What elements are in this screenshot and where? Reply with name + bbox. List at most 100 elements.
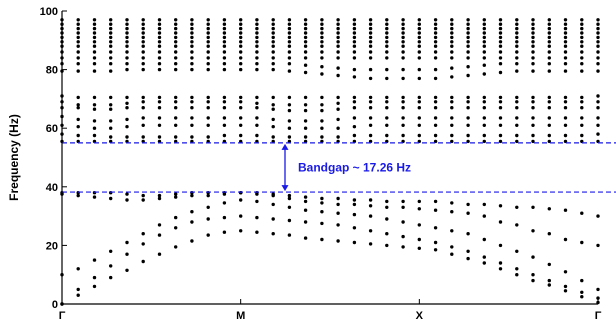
data-point — [287, 69, 292, 73]
data-point — [515, 116, 519, 120]
data-point — [303, 208, 308, 212]
data-point — [466, 116, 470, 120]
data-point — [385, 100, 389, 104]
data-point — [255, 67, 259, 72]
data-point — [352, 202, 357, 207]
data-point — [109, 275, 113, 280]
data-point — [563, 100, 568, 104]
data-point — [547, 62, 551, 66]
data-point — [92, 195, 97, 199]
data-point — [450, 22, 454, 26]
data-point — [320, 44, 324, 48]
data-point — [303, 70, 308, 75]
data-point — [303, 56, 308, 60]
data-point — [303, 236, 308, 240]
data-point — [401, 56, 405, 60]
data-point — [76, 62, 80, 66]
data-point — [368, 76, 373, 81]
y-tick-label: 80 — [46, 65, 58, 77]
data-point — [222, 100, 227, 104]
data-point — [271, 44, 275, 48]
data-point — [466, 22, 470, 26]
data-point — [336, 73, 340, 78]
data-point — [563, 106, 568, 110]
data-point — [174, 100, 178, 104]
data-point — [433, 123, 438, 128]
data-point — [596, 69, 600, 73]
data-point — [287, 40, 292, 44]
data-point — [498, 139, 503, 144]
data-point — [206, 135, 210, 139]
data-point — [498, 18, 503, 22]
data-point — [547, 26, 551, 31]
data-point — [239, 50, 243, 54]
data-point — [417, 31, 421, 35]
data-point — [563, 35, 568, 40]
data-point — [239, 18, 243, 22]
data-point — [174, 56, 178, 60]
data-point — [547, 106, 551, 110]
data-point — [141, 242, 145, 246]
data-point — [596, 123, 600, 128]
data-point — [563, 123, 568, 128]
data-point — [125, 35, 129, 40]
data-point — [174, 22, 178, 26]
data-point — [287, 103, 292, 107]
data-point — [109, 56, 113, 60]
data-point — [190, 31, 194, 35]
data-point — [92, 133, 97, 138]
data-point — [336, 126, 340, 130]
data-point — [125, 106, 129, 110]
data-point — [498, 26, 503, 31]
data-point — [109, 62, 113, 66]
data-point — [206, 40, 210, 44]
data-point — [125, 26, 129, 31]
data-point — [482, 44, 486, 48]
data-point — [563, 289, 568, 293]
data-point — [368, 26, 373, 31]
data-point — [580, 133, 584, 138]
data-point — [547, 44, 551, 48]
data-point — [92, 31, 97, 35]
data-point — [255, 230, 259, 234]
data-point — [206, 100, 210, 104]
data-point — [255, 106, 259, 110]
data-point — [563, 62, 568, 66]
data-point — [255, 50, 259, 54]
data-point — [255, 116, 259, 120]
data-point — [466, 123, 470, 128]
data-point — [109, 196, 113, 201]
data-point — [157, 116, 162, 120]
data-point — [76, 95, 80, 100]
data-point — [531, 205, 535, 209]
data-point — [596, 132, 600, 136]
data-point — [320, 95, 324, 100]
data-point — [385, 123, 389, 128]
data-point — [352, 22, 357, 26]
data-point — [368, 106, 373, 110]
data-point — [141, 35, 145, 40]
data-point — [368, 35, 373, 40]
bandgap-annotation: Bandgap ~ 17.26 Hz — [62, 142, 616, 193]
data-point — [385, 18, 389, 22]
data-point — [385, 40, 389, 44]
data-point — [596, 214, 600, 218]
data-point — [515, 26, 519, 31]
data-point — [174, 31, 178, 35]
data-point — [433, 248, 438, 252]
data-point — [596, 44, 600, 48]
data-point — [352, 18, 357, 22]
data-point — [109, 26, 113, 31]
data-point — [482, 56, 486, 60]
data-point — [141, 259, 145, 264]
data-point — [450, 123, 454, 128]
data-point — [336, 95, 340, 100]
data-point — [190, 116, 194, 120]
data-point — [596, 243, 600, 248]
data-point — [531, 95, 535, 100]
data-point — [141, 232, 145, 236]
data-point — [206, 205, 210, 209]
data-point — [206, 56, 210, 60]
data-point — [239, 56, 243, 60]
data-point — [174, 195, 178, 199]
